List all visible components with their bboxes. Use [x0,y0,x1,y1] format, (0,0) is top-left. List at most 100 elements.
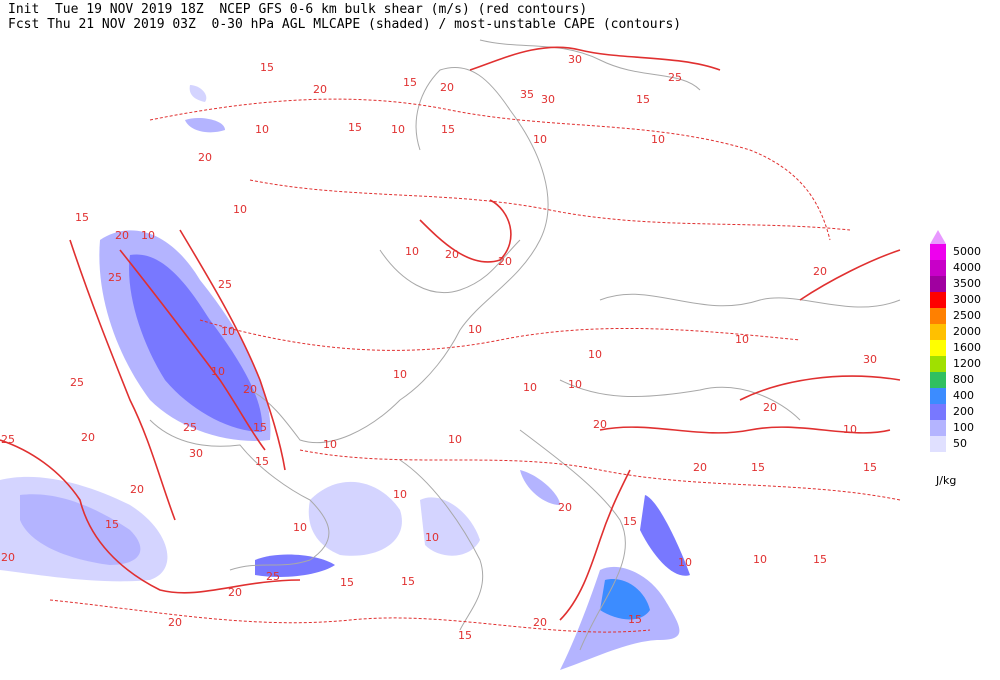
contour-label: 15 [255,455,269,468]
contour-label: 10 [533,133,547,146]
contour-label: 20 [228,586,242,599]
legend-unit: J/kg [935,474,956,487]
contour-label: 10 [753,553,767,566]
contour-label: 25 [183,421,197,434]
header-line-1: Init Tue 19 NOV 2019 18Z NCEP GFS 0-6 km… [8,2,587,17]
legend-swatch [930,436,946,452]
contour-label: 20 [498,255,512,268]
contour-label: 15 [623,515,637,528]
contour-label: 25 [70,376,84,389]
legend: 5000 4000 3500 3000 2500 2000 1600 1200 800 400 20… [930,230,981,487]
contour-label: 20 [693,461,707,474]
contour-label: 15 [863,461,877,474]
legend-label: 3000 [953,293,981,306]
contour-label: 15 [458,629,472,642]
contour-label: 20 [243,383,257,396]
contour-label: 20 [445,248,459,261]
contour-label: 20 [168,616,182,629]
contour-label: 10 [468,323,482,336]
legend-label: 200 [953,405,974,418]
legend-label: 1200 [953,357,981,370]
contour-label: 20 [593,418,607,431]
contour-label: 15 [75,211,89,224]
legend-label: 5000 [953,245,981,258]
contour-label: 15 [253,421,267,434]
legend-swatch [930,356,946,372]
contour-label: 25 [668,71,682,84]
contour-label: 15 [348,121,362,134]
contour-label: 15 [105,518,119,531]
contour-label: 15 [628,613,642,626]
cape-shading [0,85,690,670]
contour-label: 15 [260,61,274,74]
legend-label: 50 [953,437,967,450]
contour-label: 10 [523,381,537,394]
contour-label: 25 [1,433,15,446]
contour-label: 30 [541,93,555,106]
legend-swatch [930,388,946,404]
contour-label: 10 [255,123,269,136]
contour-label: 25 [108,271,122,284]
contour-label: 10 [588,348,602,361]
contour-label: 15 [403,76,417,89]
contour-label: 20 [440,81,454,94]
legend-swatch [930,260,946,276]
contour-label: 10 [141,229,155,242]
contour-labels: 15 20 15 20 30 25 35 30 15 10 15 10 15 10 10 20 10 15 20 10… [1,53,877,642]
legend-swatch [930,244,946,260]
legend-swatch [930,308,946,324]
legend-label: 2500 [953,309,981,322]
contour-label: 20 [813,265,827,278]
contour-label: 25 [218,278,232,291]
contour-label: 10 [393,368,407,381]
legend-swatch [930,340,946,356]
shear-contours [0,46,901,633]
contour-label: 10 [405,245,419,258]
contour-label: 15 [813,553,827,566]
contour-label: 15 [340,576,354,589]
legend-label: 2000 [953,325,981,338]
contour-label: 10 [211,365,225,378]
legend-swatch [930,420,946,436]
contour-label: 20 [533,616,547,629]
contour-label: 10 [323,438,337,451]
legend-label: 4000 [953,261,981,274]
contour-label: 20 [115,229,129,242]
contour-label: 30 [189,447,203,460]
legend-label: 400 [953,389,974,402]
contour-label: 10 [233,203,247,216]
legend-label: 100 [953,421,974,434]
legend-arrow [930,230,946,244]
header-line-2: Fcst Thu 21 NOV 2019 03Z 0-30 hPa AGL ML… [8,17,681,32]
contour-label: 10 [293,521,307,534]
legend-swatch [930,276,946,292]
contour-label: 20 [198,151,212,164]
contour-label: 10 [393,488,407,501]
legend-label: 800 [953,373,974,386]
contour-label: 35 [520,88,534,101]
contour-label: 15 [441,123,455,136]
contour-label: 20 [130,483,144,496]
contour-label: 10 [221,325,235,338]
legend-swatch [930,324,946,340]
contour-label: 20 [81,431,95,444]
contour-label: 30 [863,353,877,366]
contour-label: 10 [678,556,692,569]
contour-label: 10 [391,123,405,136]
legend-swatch [930,372,946,388]
contour-label: 20 [1,551,15,564]
contour-label: 20 [763,401,777,414]
contour-label: 10 [843,423,857,436]
contour-label: 10 [735,333,749,346]
legend-swatch [930,292,946,308]
legend-swatch [930,404,946,420]
legend-label: 1600 [953,341,981,354]
contour-label: 20 [313,83,327,96]
contour-label: 10 [651,133,665,146]
contour-label: 15 [401,575,415,588]
contour-label: 10 [568,378,582,391]
contour-label: 10 [425,531,439,544]
legend-label: 3500 [953,277,981,290]
